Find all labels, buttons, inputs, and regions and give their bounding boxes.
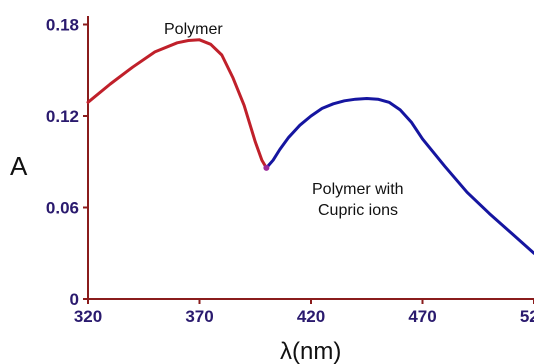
axes: [87, 16, 534, 300]
x-tick-label: 370: [185, 307, 213, 326]
tick-marks: 0 0.06 0.12 0.18 320 370 420 470 520: [46, 16, 534, 326]
y-tick-label: 0: [70, 290, 79, 309]
annotation-cupric-line2: Cupric ions: [318, 202, 398, 219]
series-line-polymer-with-cupric: [264, 97, 534, 255]
x-tick-label: 420: [297, 307, 325, 326]
series-junction-point: [263, 164, 270, 171]
y-tick-label: 0.12: [46, 107, 79, 126]
y-tick-label: 0.18: [46, 16, 79, 35]
x-tick-label: 470: [408, 307, 436, 326]
series-line-polymer: [86, 38, 268, 170]
series-layer: [86, 38, 534, 255]
y-tick-label: 0.06: [46, 199, 79, 218]
x-tick-label: 520: [520, 307, 534, 326]
annotation-cupric-line1: Polymer with: [312, 181, 404, 198]
y-axis-label: A: [10, 151, 28, 181]
annotation-polymer: Polymer: [164, 21, 223, 38]
x-axis-label: λ(nm): [280, 338, 341, 364]
x-tick-label: 320: [74, 307, 102, 326]
